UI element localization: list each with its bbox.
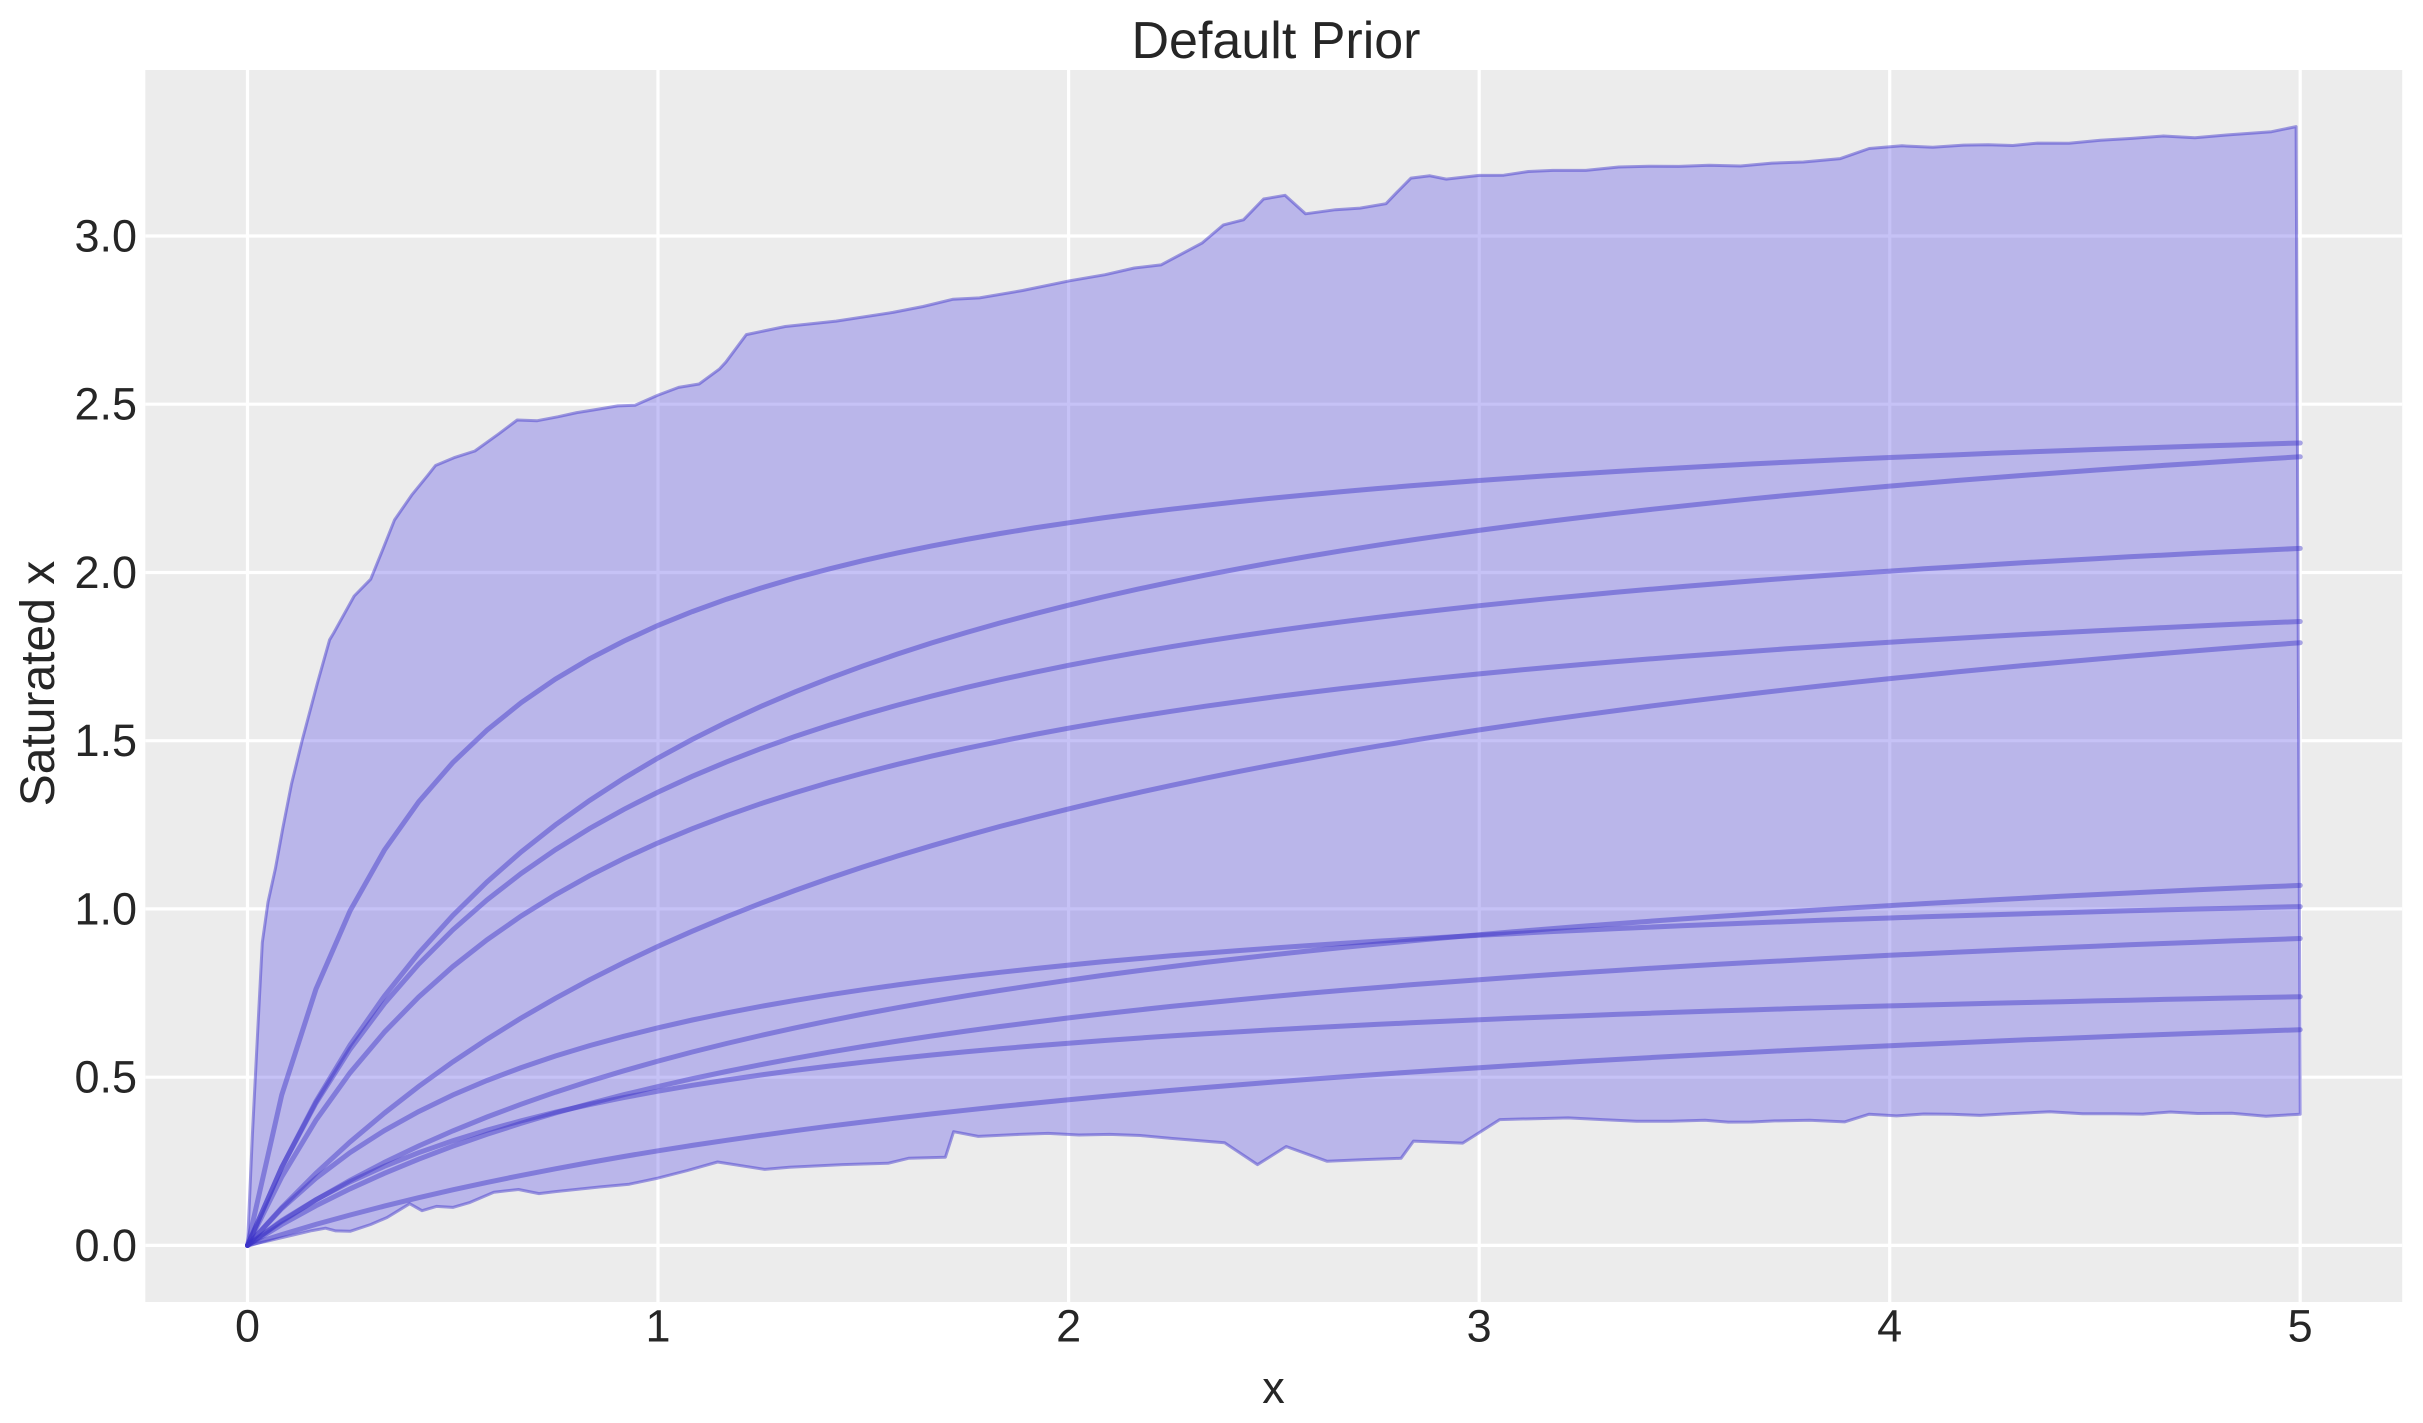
svg-text:5: 5 [2288,1301,2313,1352]
svg-text:1.0: 1.0 [74,883,137,934]
svg-text:2.0: 2.0 [74,547,137,598]
svg-text:1: 1 [645,1301,670,1352]
svg-text:Default Prior: Default Prior [1132,12,1421,70]
svg-text:2: 2 [1056,1301,1081,1352]
svg-text:x: x [1262,1362,1285,1413]
svg-text:0.5: 0.5 [74,1052,137,1103]
svg-text:1.5: 1.5 [74,715,137,766]
svg-text:3: 3 [1467,1301,1492,1352]
svg-text:2.5: 2.5 [74,379,137,430]
svg-text:0.0: 0.0 [74,1220,137,1271]
svg-text:0: 0 [235,1301,260,1352]
svg-text:3.0: 3.0 [74,211,137,262]
svg-text:Saturated x: Saturated x [12,561,65,806]
svg-text:4: 4 [1877,1301,1902,1352]
